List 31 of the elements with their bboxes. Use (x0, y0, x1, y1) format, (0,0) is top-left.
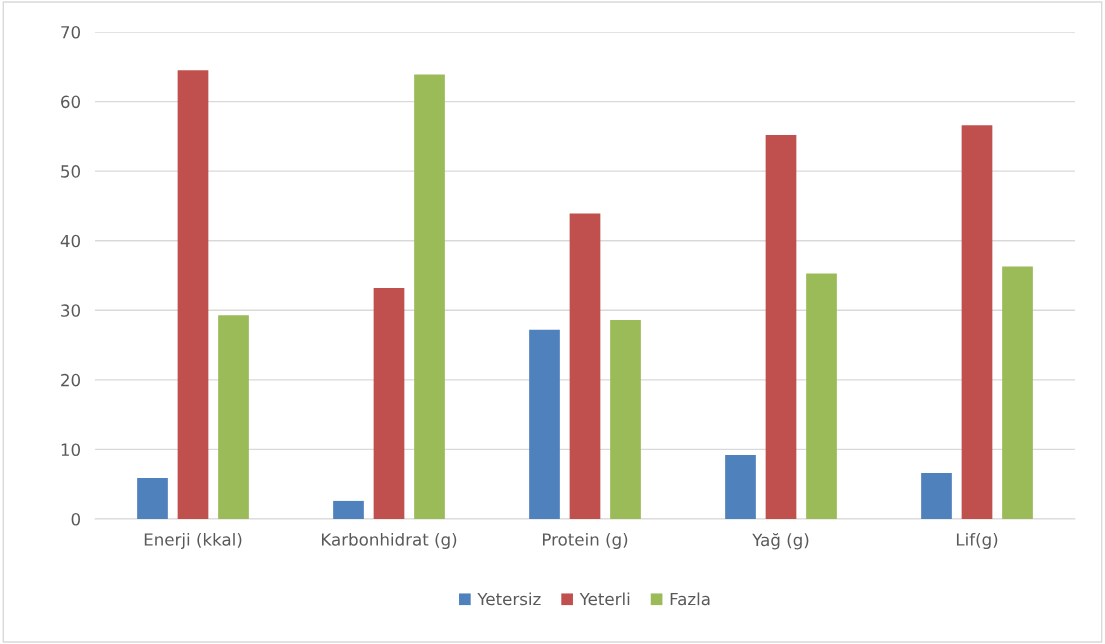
y-tick-label: 70 (61, 25, 80, 39)
bar (569, 213, 601, 519)
y-tick-label: 20 (61, 373, 80, 387)
y-tick-label: 40 (60, 234, 80, 248)
bar (529, 329, 560, 519)
x-tick-label: Lif(g) (956, 532, 998, 550)
bar (414, 74, 445, 519)
x-tick-label: Enerji (kkal) (144, 532, 242, 550)
bar (218, 315, 249, 519)
bar (921, 473, 952, 519)
legend-label: Fazla (670, 592, 710, 606)
bar (333, 500, 364, 519)
y-tick-label: 30 (61, 304, 80, 317)
bar (373, 288, 405, 519)
y-tick-label: 0 (71, 512, 80, 526)
bar (1002, 266, 1033, 519)
bar (177, 70, 209, 519)
y-tick-label: 50 (61, 165, 80, 178)
bar (725, 454, 756, 519)
y-tick-label: 10 (61, 443, 80, 456)
legend-label: Yetersiz (477, 592, 541, 606)
bar (137, 477, 168, 519)
bar (765, 134, 797, 519)
bar (961, 125, 993, 519)
x-tick-label: Protein (g) (542, 532, 628, 550)
x-tick-label: Karbonhidrat (g) (321, 532, 457, 550)
y-tick-label: 60 (61, 95, 80, 109)
bar (610, 320, 641, 519)
legend-label: Yeterli (579, 592, 630, 606)
bar (806, 273, 837, 519)
x-tick-label: Yağ (g) (752, 532, 809, 550)
